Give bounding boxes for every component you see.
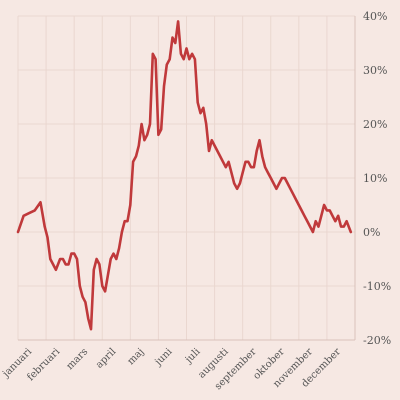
y-tick-label: 0% [363, 226, 380, 239]
y-axis-tick-labels: 40% 30% 20% 10% 0% -10% -20% [363, 10, 391, 347]
y-tick-label: -20% [363, 334, 391, 347]
series-group [16, 20, 353, 331]
y-tick-label: 30% [363, 64, 387, 77]
y-tick-label: -10% [363, 280, 391, 293]
y-tick-label: 10% [363, 172, 387, 185]
y-tick-label: 40% [363, 10, 387, 23]
series-line [16, 20, 353, 331]
y-tick-label: 20% [363, 118, 387, 131]
axes [18, 16, 356, 341]
